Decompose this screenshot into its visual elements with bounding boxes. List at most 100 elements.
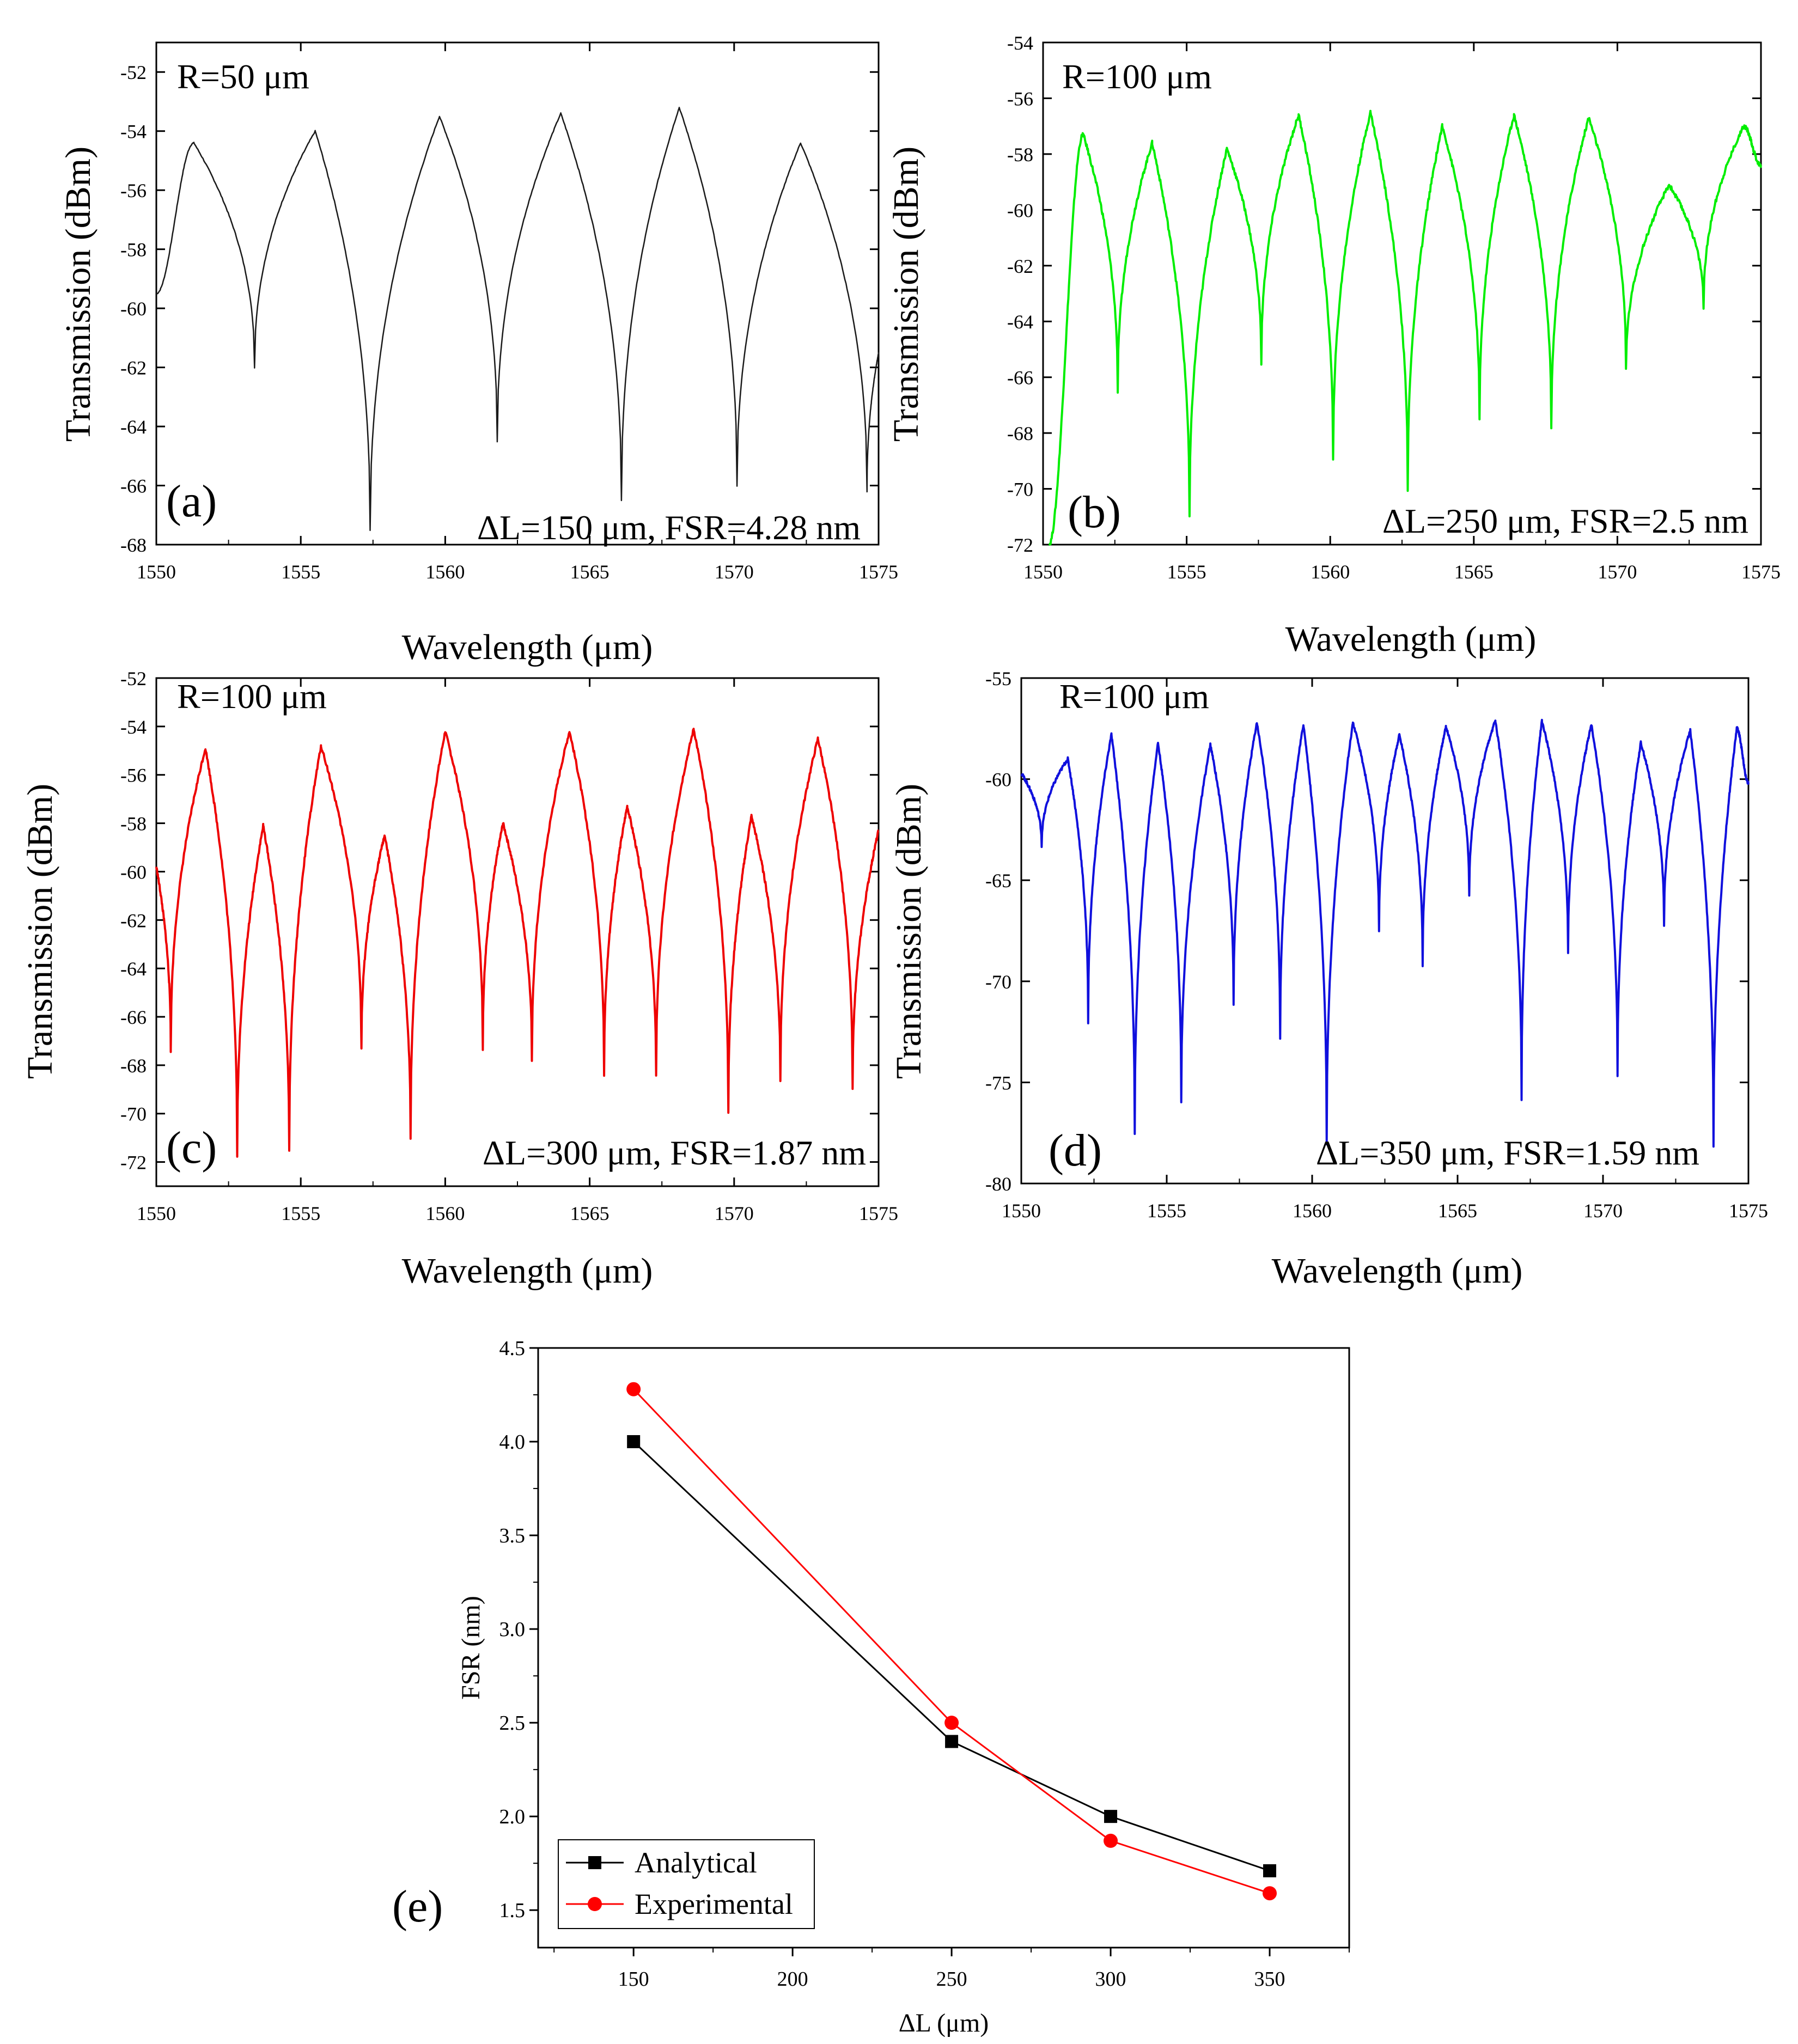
x-tick-label: 1575 xyxy=(1741,561,1781,583)
analytical-point xyxy=(945,1735,959,1748)
x-tick-label: 1570 xyxy=(715,561,754,583)
y-tick-label: 2.5 xyxy=(499,1712,526,1735)
panel-letter: (d) xyxy=(1049,1125,1102,1176)
panel-a: 1550 1555 1560 1565 1570 1575 -52 -54 -56 -58 -60 -… xyxy=(58,41,898,667)
radius-label: R=50 μm xyxy=(177,57,309,96)
legend-marker xyxy=(588,1856,601,1869)
experimental-point xyxy=(944,1716,959,1730)
y-tick-label: 4.0 xyxy=(499,1431,526,1454)
y-tick-label: -60 xyxy=(985,769,1011,791)
y-tick-label: -62 xyxy=(1007,255,1033,277)
transmission-trace xyxy=(155,728,880,1158)
y-tick-label: 2.0 xyxy=(499,1805,526,1828)
x-axis-title: Wavelength (μm) xyxy=(1272,1251,1523,1291)
y-tick-label: -52 xyxy=(120,668,147,690)
panel-e: 150 200 250 300 350 1.5 2.0 2.5 3.0 3.5 4.0 4.5 ΔL (… xyxy=(392,1337,1350,2037)
x-tick-label: 1550 xyxy=(1002,1200,1041,1222)
y-tick-label: -56 xyxy=(120,180,147,202)
x-tick-label: 1555 xyxy=(1167,561,1206,583)
y-tick-label: -80 xyxy=(985,1173,1011,1195)
y-tick-label: -64 xyxy=(120,958,147,980)
y-axis-title: Transmission (dBm) xyxy=(20,784,60,1079)
y-tick-label: -56 xyxy=(1007,88,1033,109)
plot-frame xyxy=(537,1347,1350,1949)
y-tick-label: -56 xyxy=(120,765,147,786)
x-tick-label: 150 xyxy=(618,1968,649,1991)
x-tick-label: 1565 xyxy=(570,1203,610,1224)
info-label: ΔL=250 μm, FSR=2.5 nm xyxy=(1382,502,1748,540)
radius-label: R=100 μm xyxy=(177,677,327,716)
y-axis-title: Transmission (dBm) xyxy=(889,784,929,1079)
y-tick-label: -54 xyxy=(120,716,147,738)
x-tick-label: 350 xyxy=(1254,1968,1285,1991)
x-tick-label: 1550 xyxy=(137,1203,176,1224)
panel-letter: (e) xyxy=(392,1881,443,1932)
series-line-experimental xyxy=(633,1388,1270,1894)
analytical-point xyxy=(1104,1810,1118,1823)
x-tick-label: 1570 xyxy=(1598,561,1637,583)
y-tick-label: -60 xyxy=(120,298,147,320)
experimental-point xyxy=(1104,1833,1118,1848)
y-tick-label: -75 xyxy=(985,1072,1011,1094)
y-tick-label: -72 xyxy=(1007,534,1033,556)
x-tick-label: 1550 xyxy=(137,561,176,583)
y-tick-label: -60 xyxy=(1007,199,1033,221)
transmission-trace xyxy=(156,107,880,532)
x-tick-label: 1575 xyxy=(1729,1200,1768,1222)
x-tick-label: 1575 xyxy=(859,561,898,583)
x-tick-label: 1550 xyxy=(1023,561,1063,583)
x-tick-label: 1575 xyxy=(859,1203,898,1224)
x-tick-label: 1570 xyxy=(715,1203,754,1224)
info-label: ΔL=300 μm, FSR=1.87 nm xyxy=(483,1133,866,1172)
y-tick-label: -68 xyxy=(120,534,147,556)
y-tick-label: 3.0 xyxy=(499,1618,526,1641)
radius-label: R=100 μm xyxy=(1059,677,1209,716)
info-label: ΔL=150 μm, FSR=4.28 nm xyxy=(477,508,861,547)
x-tick-label: 1565 xyxy=(1438,1200,1477,1222)
y-axis-title: Transmission (dBm) xyxy=(58,147,98,442)
analytical-point xyxy=(627,1435,641,1449)
y-tick-label: 1.5 xyxy=(499,1899,526,1922)
y-tick-label: -66 xyxy=(120,1006,147,1028)
x-axis-title: Wavelength (μm) xyxy=(1285,619,1537,659)
transmission-trace xyxy=(1020,718,1750,1148)
experimental-point xyxy=(626,1382,641,1396)
series-line-analytical xyxy=(633,1441,1270,1872)
y-tick-label: -54 xyxy=(120,121,147,143)
y-tick-label: -62 xyxy=(120,910,147,931)
legend-label-analytical: Analytical xyxy=(635,1846,757,1879)
x-axis-title: Wavelength (μm) xyxy=(402,1251,653,1291)
y-tick-label: 3.5 xyxy=(499,1524,526,1547)
y-axis-title: Transmission (dBm) xyxy=(886,147,926,442)
radius-label: R=100 μm xyxy=(1062,57,1212,96)
y-tick-label: -66 xyxy=(120,475,147,497)
experimental-point xyxy=(1263,1886,1277,1901)
panel-letter: (c) xyxy=(166,1122,217,1173)
y-tick-label: -70 xyxy=(120,1103,147,1125)
analytical-point xyxy=(1263,1864,1277,1877)
x-axis-title: Wavelength (μm) xyxy=(402,627,653,667)
x-tick-label: 300 xyxy=(1095,1968,1126,1991)
y-tick-label: -58 xyxy=(120,239,147,261)
y-tick-label: 4.5 xyxy=(499,1337,526,1360)
y-tick-label: -58 xyxy=(1007,144,1033,166)
y-tick-label: -70 xyxy=(1007,479,1033,501)
y-tick-label: -60 xyxy=(120,861,147,883)
x-tick-label: 1555 xyxy=(281,561,320,583)
x-tick-label: 1560 xyxy=(425,1203,465,1224)
legend-marker xyxy=(588,1897,602,1911)
legend-box xyxy=(558,1839,815,1929)
x-tick-label: 1560 xyxy=(1311,561,1350,583)
panel-c: 1550 1555 1560 1565 1570 1575 -52 -54 -56 -58 -60 -… xyxy=(20,668,898,1291)
legend-label-experimental: Experimental xyxy=(635,1888,793,1920)
y-tick-label: -64 xyxy=(1007,311,1033,333)
y-tick-label: -65 xyxy=(985,870,1011,892)
y-tick-label: -52 xyxy=(120,62,147,83)
plot-frame xyxy=(155,41,880,546)
plot-frame xyxy=(155,677,880,1187)
x-tick-label: 1555 xyxy=(1147,1200,1186,1222)
x-tick-label: 1565 xyxy=(570,561,610,583)
x-tick-label: 1560 xyxy=(425,561,465,583)
panel-letter: (a) xyxy=(166,476,217,527)
